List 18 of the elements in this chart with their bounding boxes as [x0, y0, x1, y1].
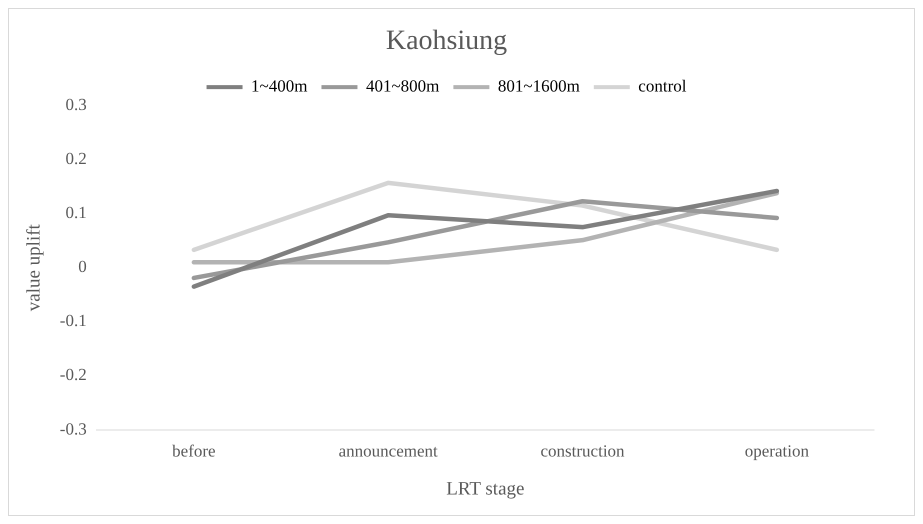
x-tick-label: operation	[744, 441, 810, 460]
legend-label: 1~400m	[251, 76, 308, 96]
y-tick-label: -0.2	[60, 365, 87, 384]
y-tick-label: -0.3	[60, 419, 87, 438]
legend-label: 801~1600m	[498, 76, 580, 96]
y-axis-title: value uplift	[23, 223, 44, 312]
y-tick-label: 0.2	[65, 149, 87, 168]
chart-title: Kaohsiung	[386, 25, 508, 56]
x-tick-label: before	[172, 441, 216, 460]
y-tick-label: -0.1	[60, 311, 87, 330]
y-tick-label: 0.3	[65, 95, 87, 114]
y-tick-label: 0	[78, 257, 87, 276]
x-tick-label: announcement	[338, 441, 438, 460]
legend-label: 401~800m	[366, 76, 440, 96]
x-tick-label: construction	[540, 441, 626, 460]
x-axis-title: LRT stage	[446, 478, 524, 500]
y-tick-label: 0.1	[65, 203, 87, 222]
legend-label: control	[638, 76, 687, 96]
